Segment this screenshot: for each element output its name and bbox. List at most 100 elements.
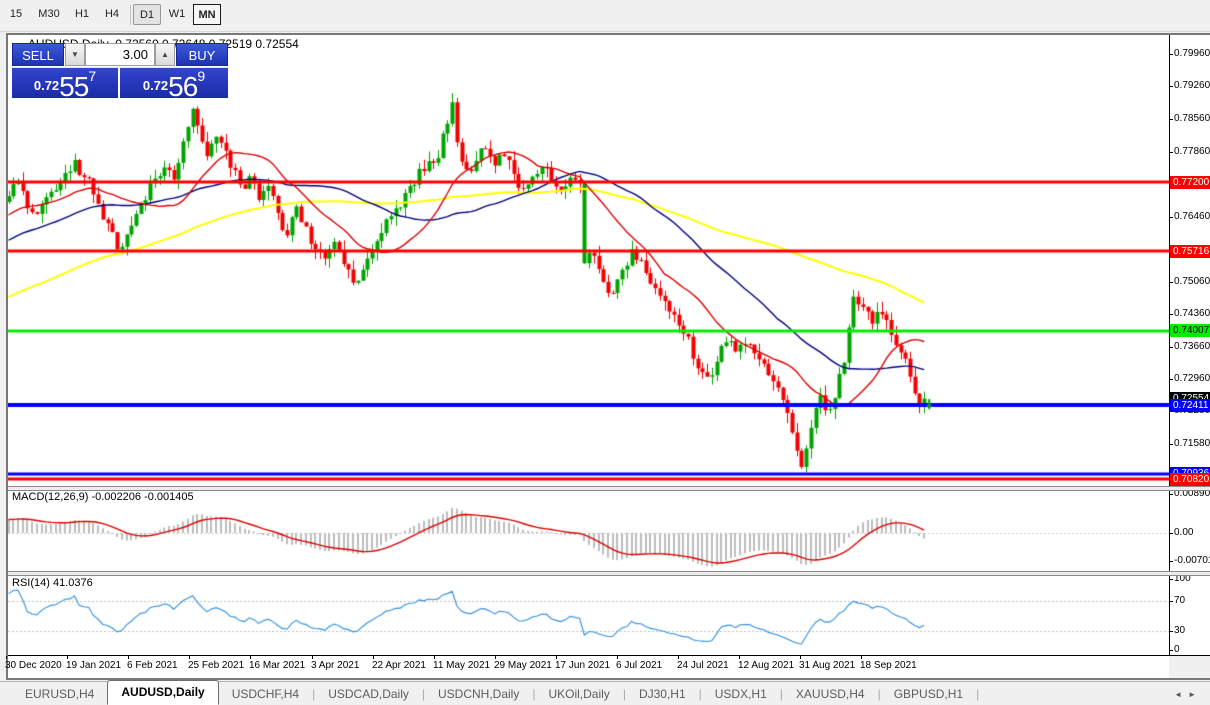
tab-separator: |	[421, 687, 425, 701]
sell-button[interactable]: SELL	[12, 43, 64, 66]
symbol-tab-usdchf[interactable]: USDCHF,H4	[231, 687, 300, 701]
price-tick-mark	[1169, 379, 1173, 380]
timeframe-button-h1[interactable]: H1	[74, 8, 90, 20]
time-tick-mark	[373, 656, 374, 659]
timeframe-button-h4[interactable]: H4	[104, 8, 120, 20]
macd-splitter[interactable]	[8, 486, 1210, 491]
timeframe-button-m30[interactable]: M30	[38, 8, 60, 20]
rsi-tick-label: 30	[1174, 625, 1186, 636]
time-tick-label: 24 Jul 2021	[677, 660, 729, 671]
symbol-tab-usdcad[interactable]: USDCAD,Daily	[328, 687, 409, 701]
timeframe-button-15[interactable]: 15	[9, 8, 23, 20]
symbol-tab-gbpusd[interactable]: GBPUSD,H1	[893, 687, 964, 701]
time-tick-label: 19 Jan 2021	[66, 660, 122, 671]
time-tick-label: 16 Mar 2021	[249, 660, 306, 671]
buy-price-box[interactable]: 0.72569	[120, 67, 228, 101]
sell-price-box[interactable]: 0.72557	[12, 67, 118, 101]
tab-scroll-arrows: ◄►	[1174, 690, 1202, 699]
hline-price-tag: 0.75716	[1170, 245, 1210, 258]
time-tick-label: 17 Jun 2021	[555, 660, 611, 671]
rsi-tick-label: 100	[1174, 573, 1191, 584]
tab-scroll-right-icon[interactable]: ►	[1188, 690, 1202, 699]
hline-price-tag: 0.70820	[1170, 473, 1210, 486]
time-tick-mark	[495, 656, 496, 659]
price-tick-mark	[1169, 444, 1173, 445]
axis-corner	[1169, 656, 1210, 678]
volume-input[interactable]: 3.00	[85, 43, 155, 66]
time-tick-mark	[434, 656, 435, 659]
tab-scroll-left-icon[interactable]: ◄	[1174, 690, 1189, 699]
toolbar-separator	[130, 5, 131, 25]
time-tick-mark	[312, 656, 313, 659]
time-tick-mark	[128, 656, 129, 659]
time-tick-mark	[556, 656, 557, 659]
time-tick-label: 12 Aug 2021	[738, 660, 795, 671]
time-tick-mark	[800, 656, 801, 659]
volume-decrease-button[interactable]: ▼	[65, 43, 85, 66]
macd-tick-label: 0.008904	[1174, 488, 1210, 499]
tab-separator: |	[779, 687, 783, 701]
timeframe-button-d1[interactable]: D1	[133, 4, 161, 25]
price-tick-label: 0.73660	[1174, 341, 1210, 352]
macd-panel-canvas[interactable]	[8, 490, 1169, 572]
time-tick-label: 25 Feb 2021	[188, 660, 245, 671]
time-tick-label: 22 Apr 2021	[372, 660, 426, 671]
price-tick-label: 0.71580	[1174, 438, 1210, 449]
price-tick-label: 0.75060	[1174, 276, 1210, 287]
price-tick-label: 0.78560	[1174, 113, 1210, 124]
time-tick-mark	[678, 656, 679, 659]
one-click-trading-panel: SELL ▼ 3.00 ▲ BUY 0.72557 0.72569	[12, 43, 228, 101]
time-axis[interactable]	[8, 655, 1210, 678]
price-tick-mark	[1169, 86, 1173, 87]
symbol-tab-audusd[interactable]: AUDUSD,Daily	[107, 680, 219, 705]
price-tick-label: 0.77860	[1174, 146, 1210, 157]
sell-price-prefix: 0.72	[33, 78, 60, 93]
rsi-splitter[interactable]	[8, 571, 1210, 576]
time-tick-mark	[739, 656, 740, 659]
time-tick-mark	[67, 656, 68, 659]
rsi-panel-canvas[interactable]	[8, 575, 1169, 655]
time-tick-label: 6 Jul 2021	[616, 660, 663, 671]
symbol-tab-usdcnh[interactable]: USDCNH,Daily	[438, 687, 520, 701]
symbol-tab-dj30[interactable]: DJ30,H1	[638, 687, 686, 701]
buy-price-pip: 9	[197, 68, 206, 84]
time-tick-label: 11 May 2021	[433, 660, 491, 671]
price-tick-mark	[1169, 152, 1173, 153]
tab-separator: |	[698, 687, 702, 701]
tab-separator: |	[877, 687, 881, 701]
symbol-tab-eurusd[interactable]: EURUSD,H4	[25, 687, 95, 701]
symbol-tab-usdx[interactable]: USDX,H1	[714, 687, 767, 701]
volume-increase-button[interactable]: ▲	[155, 43, 175, 66]
rsi-tick-mark	[1169, 579, 1173, 580]
time-tick-mark	[861, 656, 862, 659]
tab-separator: |	[622, 687, 626, 701]
time-tick-label: 3 Apr 2021	[311, 660, 360, 671]
time-tick-mark	[250, 656, 251, 659]
macd-tick-mark	[1169, 561, 1173, 562]
timeframe-button-w1[interactable]: W1	[168, 8, 186, 20]
macd-label: MACD(12,26,9) -0.002206 -0.001405	[12, 491, 194, 503]
macd-tick-mark	[1169, 533, 1173, 534]
rsi-tick-mark	[1169, 631, 1173, 632]
price-tick-mark	[1169, 217, 1173, 218]
price-tick-mark	[1169, 282, 1173, 283]
price-tick-label: 0.76460	[1174, 211, 1210, 222]
symbol-tab-ukoil[interactable]: UKOil,Daily	[548, 687, 610, 701]
price-tick-mark	[1169, 314, 1173, 315]
price-tick-mark	[1169, 347, 1173, 348]
macd-tick-mark	[1169, 494, 1173, 495]
price-tick-label: 0.72960	[1174, 373, 1210, 384]
time-tick-mark	[6, 656, 7, 659]
price-tick-mark	[1169, 119, 1173, 120]
buy-price-big: 56	[168, 71, 198, 102]
time-tick-label: 6 Feb 2021	[127, 660, 178, 671]
rsi-tick-mark	[1169, 601, 1173, 602]
main-chart-canvas[interactable]	[8, 35, 1169, 487]
symbol-tab-xauusd[interactable]: XAUUSD,H4	[795, 687, 865, 701]
time-tick-label: 18 Sep 2021	[860, 660, 917, 671]
rsi-tick-label: 0	[1174, 644, 1180, 655]
timeframe-button-mn[interactable]: MN	[193, 4, 221, 25]
time-tick-label: 30 Dec 2020	[5, 660, 62, 671]
buy-button[interactable]: BUY	[176, 43, 228, 66]
